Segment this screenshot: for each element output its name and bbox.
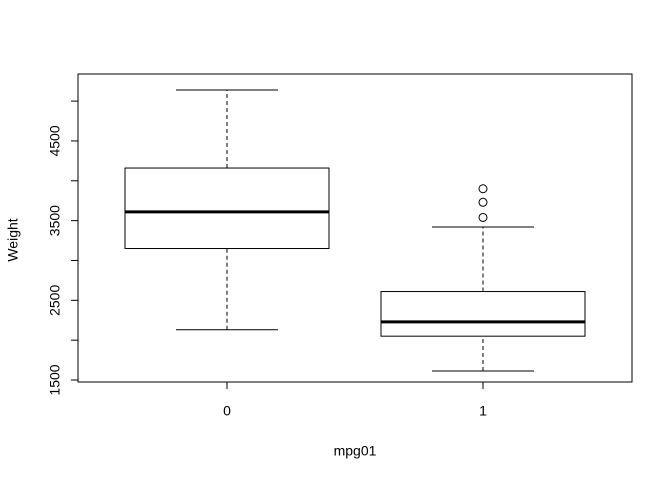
outlier: [478, 212, 488, 222]
x-tick-label: 1: [479, 403, 487, 419]
y-tick-label: 2500: [47, 285, 63, 316]
y-tick-label: 4500: [47, 125, 63, 156]
box: [380, 291, 586, 337]
outlier: [478, 197, 488, 207]
y-tick-label: 1500: [47, 364, 63, 395]
outlier: [478, 184, 488, 194]
x-tick-label: 0: [223, 403, 231, 419]
box: [124, 167, 330, 250]
y-tick-label: 3500: [47, 205, 63, 236]
x-axis-label: mpg01: [334, 443, 377, 459]
y-axis-label: Weight: [5, 218, 21, 261]
